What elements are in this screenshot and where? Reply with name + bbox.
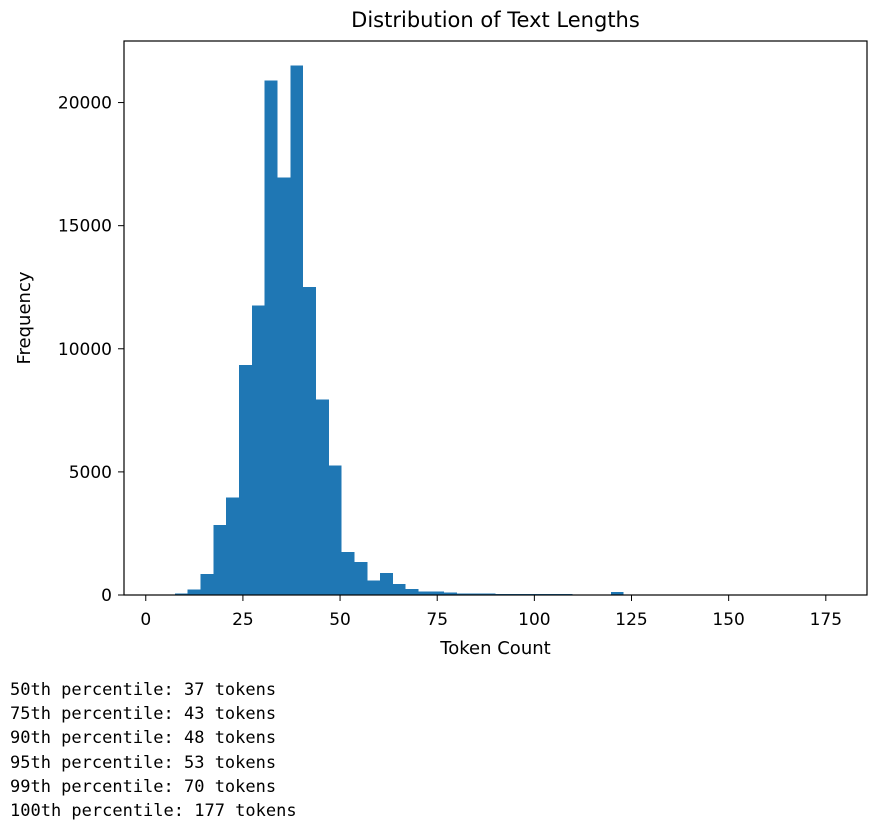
y-tick-label: 0 — [101, 586, 112, 606]
histogram-bar — [251, 305, 265, 595]
histogram-bar — [239, 364, 252, 595]
histogram-bar — [303, 287, 316, 595]
histogram-bar — [315, 399, 329, 595]
histogram-bar — [187, 589, 201, 595]
histogram-bar — [457, 593, 470, 595]
histogram-bar — [380, 572, 393, 595]
histogram-bar — [495, 593, 509, 595]
x-tick-label: 75 — [426, 610, 448, 630]
histogram-bar — [328, 465, 342, 595]
chart-canvas: 0 25 50 75 100 125 150 175 0 5000 10000 15000 20000 D… — [14, 8, 868, 659]
x-axis-label: Token Count — [439, 638, 550, 659]
y-tick-label: 20000 — [58, 94, 112, 114]
output-line: 75th percentile: 43 tokens — [10, 704, 277, 725]
histogram-bar — [277, 177, 291, 595]
histogram-chart: 0 25 50 75 100 125 150 175 0 5000 10000 15000 20000 D… — [14, 8, 868, 659]
histogram-bar — [264, 80, 278, 595]
x-tick-label: 100 — [518, 610, 550, 630]
histogram-bar — [444, 592, 458, 595]
output-line: 50th percentile: 37 tokens — [10, 680, 277, 700]
x-tick-label: 150 — [712, 610, 744, 630]
histogram-bar — [341, 551, 355, 595]
histogram-bar — [392, 583, 406, 595]
output-line: 99th percentile: 70 tokens — [10, 776, 277, 797]
histogram-bar — [431, 591, 445, 595]
output-line: 95th percentile: 53 tokens — [10, 752, 277, 773]
chart-title: Distribution of Text Lengths — [351, 8, 640, 32]
histogram-bar — [290, 65, 304, 596]
histogram-bar — [174, 593, 188, 595]
histogram-bar — [213, 524, 227, 595]
x-tick-label: 50 — [329, 610, 351, 630]
histogram-bar — [469, 593, 483, 595]
histogram-bar — [482, 593, 496, 595]
output-line: 90th percentile: 48 tokens — [10, 728, 277, 749]
x-tick-label: 25 — [232, 610, 254, 630]
percentile-output: 50th percentile: 37 tokens 75th percenti… — [10, 678, 870, 823]
histogram-bar — [354, 561, 368, 595]
plot-frame — [123, 40, 868, 596]
histogram-bar — [405, 588, 419, 595]
output-line: 100th percentile: 177 tokens — [10, 800, 297, 821]
y-tick-label: 5000 — [69, 463, 112, 483]
x-tick-label: 175 — [810, 610, 842, 630]
y-tick-label: 10000 — [58, 340, 112, 360]
histogram-bar — [533, 593, 547, 595]
histogram-bar — [508, 593, 522, 595]
histogram-bar — [610, 592, 624, 595]
histogram-bar — [226, 497, 240, 595]
x-tick-label: 125 — [615, 610, 647, 630]
histogram-bar — [521, 593, 534, 595]
x-tick-label: 0 — [140, 610, 151, 630]
histogram-bar — [418, 591, 432, 595]
histogram-bar — [200, 574, 214, 595]
histogram-bar — [559, 593, 573, 595]
y-axis-label: Frequency — [14, 271, 35, 364]
y-tick-label: 15000 — [58, 217, 112, 237]
histogram-bar — [546, 593, 560, 595]
histogram-bar — [367, 580, 381, 595]
